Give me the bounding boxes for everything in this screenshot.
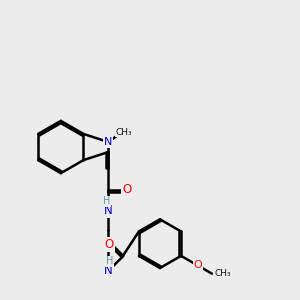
Text: O: O <box>105 238 114 251</box>
Text: O: O <box>194 260 202 270</box>
Text: N: N <box>104 137 112 147</box>
Text: O: O <box>122 183 131 196</box>
Text: H: H <box>106 256 113 266</box>
Text: CH₃: CH₃ <box>116 128 132 137</box>
Text: CH₃: CH₃ <box>215 269 232 278</box>
Text: N: N <box>104 205 113 218</box>
Text: H: H <box>103 196 111 206</box>
Text: N: N <box>104 264 113 278</box>
